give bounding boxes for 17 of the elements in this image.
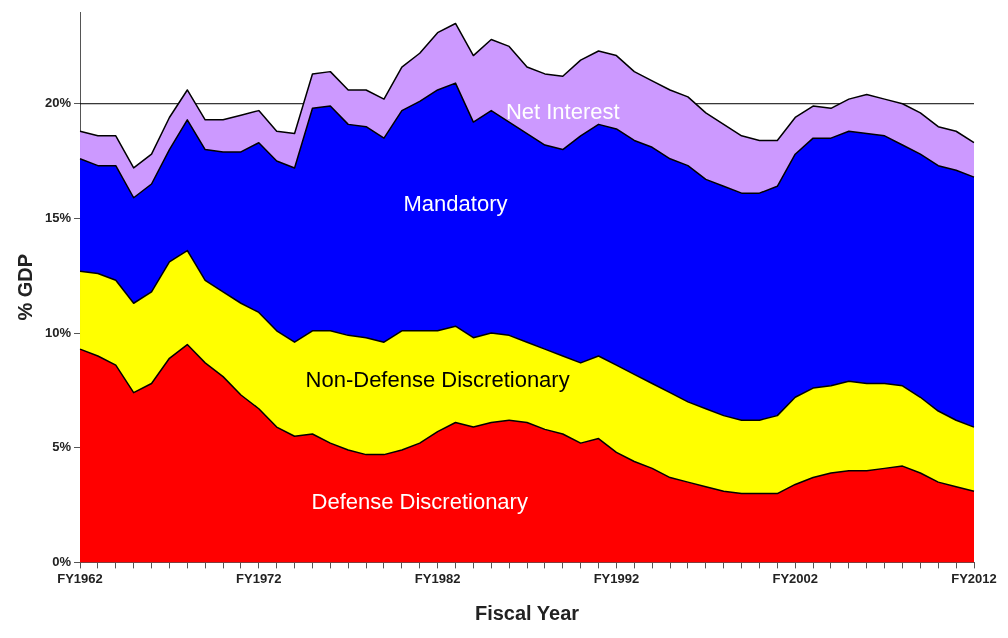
- y-tick-label: 5%: [52, 439, 72, 455]
- y-tick-label: 0%: [52, 553, 72, 569]
- y-axis-title: % GDP: [13, 253, 36, 321]
- series-label: Net Interest: [505, 98, 620, 124]
- x-axis-title: Fiscal Year: [474, 601, 580, 624]
- series-label: Mandatory: [403, 190, 508, 216]
- series-label: Non-Defense Discretionary: [305, 367, 570, 393]
- x-tick-label: FY1972: [236, 570, 282, 586]
- y-tick-label: 20%: [44, 95, 72, 111]
- series-label: Defense Discretionary: [311, 488, 528, 514]
- x-tick-label: FY2002: [772, 570, 818, 586]
- y-tick-label: 10%: [44, 324, 72, 340]
- x-tick-label: FY2012: [951, 570, 997, 586]
- x-tick-label: FY1992: [593, 570, 640, 586]
- y-tick-label: 15%: [44, 209, 72, 225]
- x-tick-label: FY1982: [414, 570, 461, 586]
- x-tick-label: FY1962: [57, 570, 103, 586]
